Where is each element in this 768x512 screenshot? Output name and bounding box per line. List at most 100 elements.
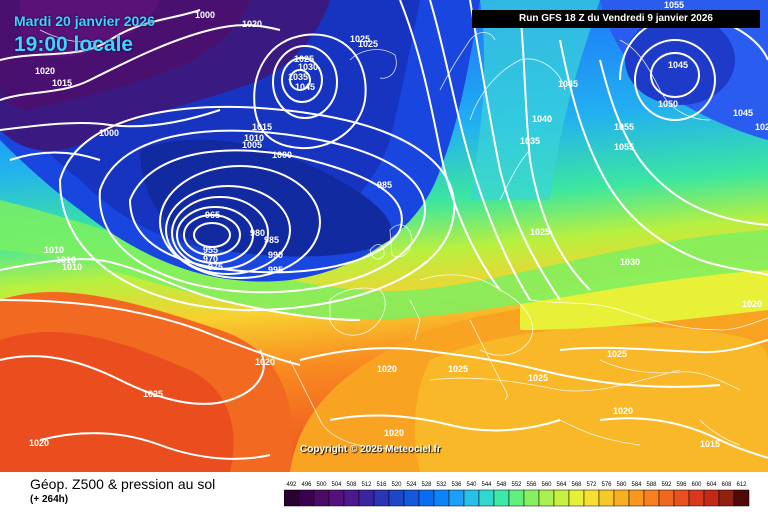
scale-swatch: [493, 489, 510, 507]
isobar-label: 1025: [358, 39, 378, 49]
scale-swatch: [658, 489, 675, 507]
scale-swatch: [673, 489, 690, 507]
color-scale: 492 496 500 504 508 512 516 520 524 528 532 536 540 5…: [284, 482, 750, 507]
scale-swatch: [583, 489, 600, 507]
scale-swatch: [478, 489, 495, 507]
scale-tick-label: 508: [346, 482, 357, 488]
isobar-label: 1020: [755, 122, 768, 132]
scale-tick-label: 560: [541, 482, 552, 488]
scale-swatch: [284, 489, 300, 507]
forecast-time: 19:00 locale: [14, 33, 134, 56]
isobar-label: 1050: [658, 99, 678, 109]
isobar-label: 1025: [143, 389, 163, 399]
isobar-label: 1020: [742, 299, 762, 309]
scale-swatch: [613, 489, 630, 507]
geopotential-map: 1000 1020 1025 1020 1015 1000 1025 1025 …: [0, 0, 768, 472]
legend-subtitle: (+ 264h): [30, 494, 69, 505]
scale-tick-label: 556: [526, 482, 537, 488]
isobar-label: 1040: [532, 114, 552, 124]
isobar-label: 1030: [620, 257, 640, 267]
scale-swatch: [388, 489, 405, 507]
scale-tick-label: 552: [511, 482, 522, 488]
isobar-label: 1020: [613, 406, 633, 416]
isobar-label: 1045: [295, 82, 315, 92]
scale-swatch: [418, 489, 435, 507]
isobar-label: 955: [203, 245, 218, 255]
isobar-label: 1010: [56, 255, 76, 265]
isobar-label: 1020: [377, 364, 397, 374]
isobar-label: 1020: [29, 438, 49, 448]
isobar-label: 1010: [44, 245, 64, 255]
isobar-label: 1020: [255, 357, 275, 367]
isobar-label: 1035: [288, 72, 308, 82]
copyright-notice: Copyright © 2026 Meteociel.fr: [300, 444, 441, 455]
isobar-label: 975: [208, 262, 223, 272]
isobar-label: 965: [205, 210, 220, 220]
isobar-label: 1025: [530, 227, 550, 237]
isobar-label: 1020: [35, 66, 55, 76]
scale-tick-label: 608: [721, 482, 732, 488]
scale-swatch: [538, 489, 555, 507]
isobar-label: 1045: [558, 79, 578, 89]
scale-swatch: [598, 489, 615, 507]
coastlines: [39, 29, 768, 449]
isobar-label: 995: [268, 265, 283, 275]
isobar-label: 1025: [528, 373, 548, 383]
scale-tick-label: 516: [376, 482, 387, 488]
scale-swatch: [448, 489, 465, 507]
isobars: [0, 0, 768, 459]
scale-tick-label: 564: [556, 482, 567, 488]
scale-swatch: [403, 489, 420, 507]
yellow-band-east: [520, 260, 768, 330]
scale-tick-label: 544: [481, 482, 492, 488]
scale-swatch: [523, 489, 540, 507]
model-run-banner: Run GFS 18 Z du Vendredi 9 janvier 2026: [472, 10, 760, 28]
scale-swatch: [328, 489, 345, 507]
isobar-label-group: 1000 1020 1025 1020 1015 1000 1025 1025 …: [29, 0, 768, 449]
isobar-label: 1015: [700, 439, 720, 449]
ridge-scandinavia: [470, 0, 600, 200]
isobar-label: 1005: [242, 140, 262, 150]
isobar-label: 1015: [252, 122, 272, 132]
scale-swatch: [643, 489, 660, 507]
scale-tick-label: 600: [691, 482, 702, 488]
scale-tick-label: 580: [616, 482, 627, 488]
scale-tick-label: 592: [661, 482, 672, 488]
legend-title: Géop. Z500 & pression au sol: [30, 476, 216, 492]
green-band: [0, 200, 768, 320]
scale-tick-label: 536: [451, 482, 462, 488]
isobar-label: 1000: [99, 128, 119, 138]
forecast-date: Mardi 20 janvier 2026: [14, 13, 155, 29]
isobar-label: 1025: [294, 54, 314, 64]
isobar-label: 1045: [733, 108, 753, 118]
scale-tick-label: 612: [736, 482, 747, 488]
scale-swatch: [298, 489, 315, 507]
scale-swatch: [703, 489, 720, 507]
scale-tick-label: 524: [406, 482, 417, 488]
isobar-label: 980: [250, 228, 265, 238]
scale-tick-label: 500: [316, 482, 327, 488]
isobar-label: 970: [203, 254, 218, 264]
scale-tick-label: 520: [391, 482, 402, 488]
isobar-label: 1030: [298, 62, 318, 72]
scale-swatch: [553, 489, 570, 507]
scale-tick-label: 548: [496, 482, 507, 488]
isobar-label: 1000: [272, 150, 292, 160]
scale-swatch: [343, 489, 360, 507]
scale-swatch: [463, 489, 480, 507]
scale-tick-label: 568: [571, 482, 582, 488]
scale-tick-label: 572: [586, 482, 597, 488]
scale-swatch: [373, 489, 390, 507]
scale-tick-label: 596: [676, 482, 687, 488]
isobar-label: 1035: [520, 136, 540, 146]
scale-swatch: [733, 489, 750, 507]
isobar-label: 1055: [614, 142, 634, 152]
scale-swatch: [358, 489, 375, 507]
isobar-label: 1025: [448, 364, 468, 374]
isobar-label: 1010: [244, 133, 264, 143]
scale-swatch: [628, 489, 645, 507]
isobar-label: 1010: [62, 262, 82, 272]
scale-tick-label: 576: [601, 482, 612, 488]
isobar-label: 1020: [384, 428, 404, 438]
